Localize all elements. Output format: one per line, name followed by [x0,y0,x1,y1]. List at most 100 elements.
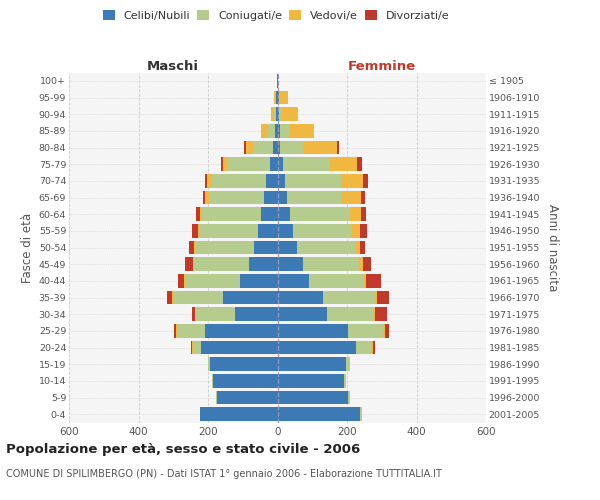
Bar [302,140,337,154]
Bar [277,90,278,104]
Bar [194,240,196,254]
Bar [203,190,205,204]
Bar [196,240,254,254]
Bar [274,140,277,154]
Bar [201,340,277,354]
Bar [200,224,259,237]
Bar [178,274,184,287]
Bar [266,174,277,188]
Bar [277,140,280,154]
Bar [359,408,362,421]
Bar [363,174,368,188]
Bar [361,208,367,221]
Bar [185,274,240,287]
Bar [277,340,356,354]
Bar [280,124,289,138]
Bar [329,158,358,171]
Bar [202,208,261,221]
Bar [385,324,389,338]
Bar [302,258,359,271]
Y-axis label: Fasce di età: Fasce di età [22,212,34,282]
Bar [367,274,381,287]
Bar [277,274,310,287]
Bar [277,190,287,204]
Bar [200,408,277,421]
Bar [280,140,302,154]
Bar [277,124,280,138]
Bar [244,140,245,154]
Bar [261,124,267,138]
Bar [297,240,355,254]
Bar [221,158,223,171]
Bar [198,224,200,237]
Bar [184,274,185,287]
Bar [277,324,347,338]
Bar [283,158,329,171]
Bar [277,74,278,88]
Bar [271,108,274,121]
Bar [277,208,290,221]
Bar [245,140,253,154]
Bar [355,240,359,254]
Bar [383,324,385,338]
Bar [277,358,346,371]
Bar [278,108,281,121]
Bar [208,174,211,188]
Bar [185,258,193,271]
Bar [212,374,213,388]
Bar [173,290,223,304]
Bar [350,208,361,221]
Bar [337,140,338,154]
Bar [178,324,205,338]
Bar [285,174,341,188]
Bar [205,190,209,204]
Text: Popolazione per età, sesso e stato civile - 2006: Popolazione per età, sesso e stato civil… [6,442,360,456]
Bar [193,340,201,354]
Bar [264,190,277,204]
Bar [176,324,178,338]
Bar [213,374,277,388]
Bar [267,124,275,138]
Bar [193,258,194,271]
Bar [277,258,302,271]
Bar [196,208,200,221]
Bar [216,390,217,404]
Bar [211,174,266,188]
Bar [364,274,367,287]
Bar [227,158,270,171]
Bar [277,174,285,188]
Bar [278,90,280,104]
Y-axis label: Anni di nascita: Anni di nascita [546,204,559,291]
Bar [280,90,287,104]
Bar [205,174,208,188]
Bar [359,224,367,237]
Bar [341,190,361,204]
Bar [254,240,277,254]
Bar [210,358,277,371]
Bar [195,308,196,321]
Bar [192,308,195,321]
Bar [277,374,344,388]
Bar [189,240,194,254]
Bar [277,308,327,321]
Bar [240,274,277,287]
Text: Femmine: Femmine [347,60,416,72]
Bar [249,258,277,271]
Text: COMUNE DI SPILIMBERGO (PN) - Dati ISTAT 1° gennaio 2006 - Elaborazione TUTTITALI: COMUNE DI SPILIMBERGO (PN) - Dati ISTAT … [6,469,442,479]
Bar [341,174,363,188]
Bar [289,124,314,138]
Bar [346,358,350,371]
Bar [223,158,227,171]
Bar [363,258,371,271]
Bar [373,340,375,354]
Bar [259,224,277,237]
Legend: Celibi/Nubili, Coniugati/e, Vedovi/e, Divorziati/e: Celibi/Nubili, Coniugati/e, Vedovi/e, Di… [100,8,452,23]
Bar [274,90,275,104]
Bar [277,390,347,404]
Bar [261,208,277,221]
Bar [223,290,277,304]
Bar [217,390,277,404]
Bar [277,290,323,304]
Bar [373,308,375,321]
Text: Maschi: Maschi [147,60,199,72]
